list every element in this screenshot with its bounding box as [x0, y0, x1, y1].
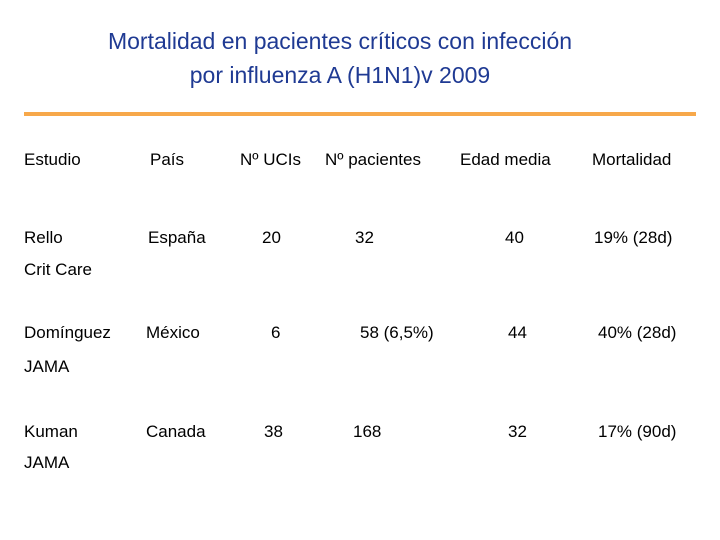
row-2-edad: 44 — [508, 323, 527, 342]
header-edad: Edad media — [460, 150, 551, 169]
title-divider — [24, 112, 696, 116]
header-pais: País — [150, 150, 185, 169]
row-2-ucis: 6 — [271, 323, 281, 342]
row-1-estudio: Rello — [24, 228, 63, 247]
header-mortalidad: Mortalidad — [592, 150, 672, 169]
row-2-fuente: JAMA — [24, 357, 70, 376]
header-ucis: Nº UCIs — [240, 150, 301, 169]
header-pacientes: Nº pacientes — [325, 150, 421, 169]
row-3-edad: 32 — [508, 422, 527, 441]
title-line-2: por influenza A (H1N1)v 2009 — [189, 62, 491, 88]
title-line-1: Mortalidad en pacientes críticos con inf… — [107, 28, 573, 54]
row-3-mortalidad: 17% (90d) — [598, 422, 677, 441]
row-1-edad: 40 — [505, 228, 524, 247]
slide-title: Mortalidad en pacientes críticos con inf… — [0, 24, 680, 92]
row-2-pais: México — [146, 323, 200, 342]
row-2-mortalidad: 40% (28d) — [598, 323, 677, 342]
row-2-pacientes: 58 (6,5%) — [360, 323, 434, 342]
row-1-fuente: Crit Care — [24, 260, 93, 279]
row-3-fuente: JAMA — [24, 453, 70, 472]
row-1-pacientes: 32 — [355, 228, 374, 247]
header-estudio: Estudio — [24, 150, 81, 169]
row-1-pais: España — [148, 228, 206, 247]
row-3-estudio: Kuman — [24, 422, 78, 441]
row-3-pacientes: 168 — [353, 422, 382, 441]
row-3-pais: Canada — [146, 422, 206, 441]
row-1-ucis: 20 — [262, 228, 281, 247]
row-2-estudio: Domínguez — [24, 323, 111, 342]
row-3-ucis: 38 — [264, 422, 283, 441]
row-1-mortalidad: 19% (28d) — [594, 228, 673, 247]
